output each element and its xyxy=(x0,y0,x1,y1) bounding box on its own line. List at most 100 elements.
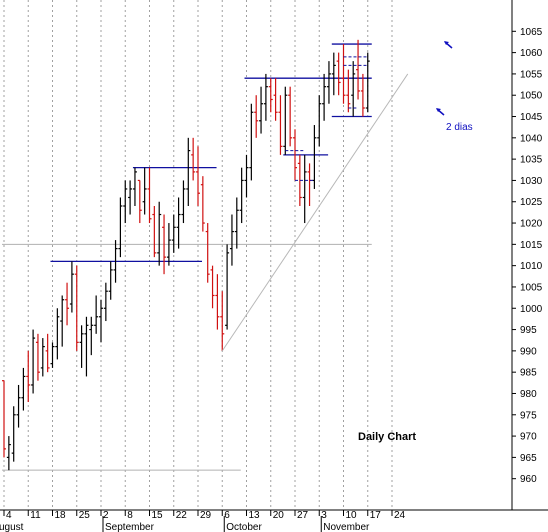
ohlc-bar xyxy=(84,316,89,377)
ohlc-bar xyxy=(205,223,210,283)
ohlc-bar xyxy=(50,342,55,368)
ohlc-bar xyxy=(132,167,137,206)
x-tick-label: 18 xyxy=(55,510,67,521)
ohlc-bar xyxy=(254,95,259,138)
ohlc-bar xyxy=(259,86,264,134)
x-tick-label: 11 xyxy=(30,510,41,521)
ohlc-bar xyxy=(293,129,297,181)
ohlc-bar xyxy=(35,333,40,381)
ohlc-bar xyxy=(210,265,215,309)
y-tick-label: 1010 xyxy=(520,261,543,272)
ohlc-bar xyxy=(118,197,123,258)
ohlc-bar xyxy=(360,73,365,117)
ohlc-bar xyxy=(89,316,94,356)
ohlc-bar xyxy=(273,78,278,121)
month-label: September xyxy=(105,522,155,532)
y-tick-label: 985 xyxy=(520,368,537,379)
ohlc-bar xyxy=(215,274,220,330)
ohlc-bar xyxy=(16,384,21,428)
ohlc-bar xyxy=(283,86,288,155)
ohlc-bar xyxy=(21,367,26,411)
ohlc-bar xyxy=(166,223,171,266)
ohlc-bar xyxy=(356,39,361,100)
chart-title: Daily Chart xyxy=(358,431,416,443)
ohlc-bar xyxy=(351,61,356,117)
ohlc-bar xyxy=(288,86,293,147)
arrow-icon-annotation xyxy=(436,108,445,116)
uptrend-line xyxy=(221,73,409,352)
y-tick-label: 995 xyxy=(520,325,537,336)
month-label: ugust xyxy=(0,522,24,532)
price-bars xyxy=(2,39,370,471)
y-tick-label: 980 xyxy=(520,389,537,400)
y-tick-label: 1030 xyxy=(520,176,543,187)
y-tick-label: 975 xyxy=(520,410,537,421)
y-axis-ticks: 960 965 970 975 980 985 990 995 1000 1005 1010 1015… xyxy=(512,27,543,485)
x-tick-label: 27 xyxy=(297,510,309,521)
ohlc-bar xyxy=(128,180,133,215)
ohlc-bar xyxy=(336,52,341,96)
arrow-icon-breakout xyxy=(444,41,453,49)
y-tick-label: 1025 xyxy=(520,197,543,208)
ohlc-bar xyxy=(317,95,322,147)
y-tick-label: 1065 xyxy=(520,27,543,38)
ohlc-bar xyxy=(346,69,351,113)
ohlc-bar xyxy=(31,329,36,394)
month-label: October xyxy=(226,522,262,532)
ohlc-bar xyxy=(113,240,118,283)
ohlc-bar xyxy=(142,167,147,215)
ohlc-bar xyxy=(26,350,31,402)
y-tick-label: 1045 xyxy=(520,112,543,123)
ohlc-bar xyxy=(108,261,113,300)
ohlc-bar xyxy=(60,295,65,347)
ohlc-bar xyxy=(186,137,191,206)
ohlc-bar xyxy=(200,176,205,232)
ohlc-bar xyxy=(196,146,200,206)
ohlc-bar xyxy=(244,154,249,198)
ohlc-bar xyxy=(11,406,16,462)
y-tick-label: 990 xyxy=(520,346,537,357)
ohlc-bar xyxy=(162,214,167,275)
y-tick-label: 1060 xyxy=(520,48,543,59)
x-tick-label: 3 xyxy=(321,510,327,521)
month-labels: ugust September October November xyxy=(0,516,370,532)
ohlc-bar xyxy=(74,265,79,351)
y-tick-label: 960 xyxy=(520,474,537,485)
x-tick-label: 20 xyxy=(273,510,285,521)
y-tick-label: 1005 xyxy=(520,282,543,293)
ohlc-bar xyxy=(249,103,254,181)
ohlc-bar xyxy=(99,299,103,343)
ohlc-bar xyxy=(103,282,108,322)
y-tick-label: 970 xyxy=(520,432,537,443)
ohlc-bar xyxy=(2,380,6,458)
horizontal-lines xyxy=(2,43,372,471)
ohlc-bar xyxy=(152,206,157,258)
ohlc-bar xyxy=(45,333,50,373)
x-tick-label: 22 xyxy=(176,510,188,521)
ohlc-bar xyxy=(263,73,268,121)
ohlc-bar xyxy=(147,167,152,224)
y-tick-label: 1035 xyxy=(520,155,543,166)
ohlc-bar xyxy=(297,154,302,206)
ohlc-bar xyxy=(278,95,283,155)
x-tick-label: 29 xyxy=(200,510,212,521)
ohlc-bar xyxy=(181,180,186,224)
y-tick-label: 1055 xyxy=(520,69,543,80)
ohlc-bar xyxy=(40,338,45,377)
ohlc-bar xyxy=(234,197,239,249)
ohlc-bar xyxy=(79,325,84,368)
x-tick-label: 25 xyxy=(79,510,91,521)
y-tick-label: 1015 xyxy=(520,240,543,251)
annotation-lines xyxy=(221,56,409,352)
month-label: November xyxy=(323,522,370,532)
x-tick-label: 17 xyxy=(370,510,382,521)
ohlc-bar xyxy=(157,201,162,266)
ohlc-bar xyxy=(65,282,70,326)
x-tick-label: 13 xyxy=(249,510,261,521)
ohlc-bar xyxy=(94,295,99,334)
x-tick-label: 8 xyxy=(127,510,133,521)
x-tick-label: 10 xyxy=(346,510,358,521)
x-tick-label: 15 xyxy=(152,510,164,521)
